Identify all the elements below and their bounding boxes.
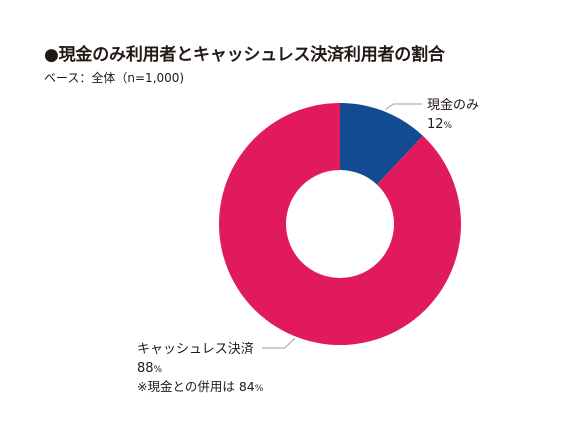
label-cashless-value: 88%	[137, 361, 163, 376]
label-cash-only-name: 現金のみ	[427, 97, 479, 113]
chart-subtitle: ベース：全体（n=1,000)	[44, 71, 185, 85]
leader-lines	[262, 103, 422, 349]
label-cash-only-value: 12%	[427, 117, 453, 132]
donut-slices	[218, 103, 461, 346]
slice-cash-only	[340, 103, 423, 185]
chart-title: ●現金のみ利用者とキャッシュレス決済利用者の割合	[44, 45, 445, 65]
slice-cashless	[218, 103, 461, 346]
label-cashless-note: ※現金との併用は 84%	[137, 379, 264, 394]
label-cashless-name: キャッシュレス決済	[137, 341, 254, 357]
label-cashless: キャッシュレス決済 88% ※現金との併用は 84%	[137, 341, 264, 394]
leader-line-cash-only	[384, 103, 422, 111]
leader-line-cashless	[262, 338, 296, 349]
label-cash-only: 現金のみ 12%	[427, 97, 479, 132]
